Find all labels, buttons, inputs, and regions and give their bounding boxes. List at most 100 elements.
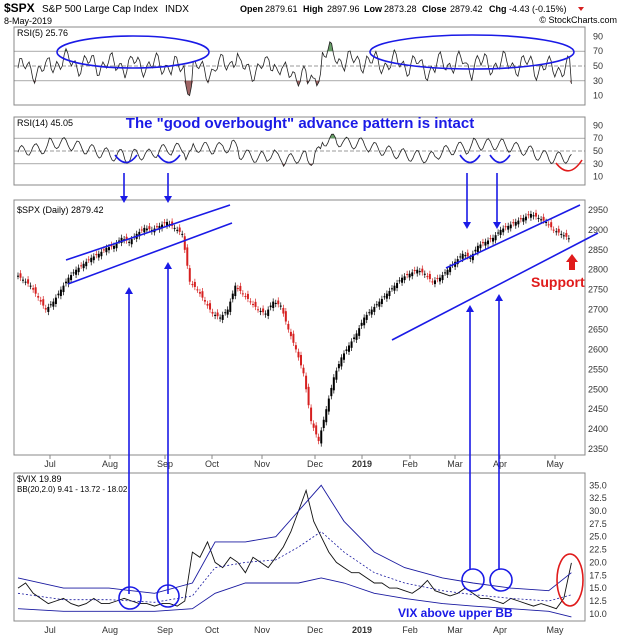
price-candle	[186, 247, 189, 266]
price-candle	[433, 280, 436, 285]
y-tick-label: 17.5	[589, 570, 607, 580]
price-candle	[499, 229, 502, 235]
price-candle	[416, 269, 419, 274]
price-candle	[317, 436, 320, 442]
price-candle	[492, 237, 495, 242]
x-tick-label-vix: Nov	[254, 625, 271, 635]
price-candle	[284, 311, 287, 322]
price-candle	[522, 217, 525, 222]
price-candle	[57, 293, 60, 296]
price-candle	[396, 283, 399, 289]
price-candle	[305, 375, 308, 390]
price-candle	[239, 285, 242, 291]
rsi14-arc-2	[157, 154, 181, 164]
rsi14-label: RSI(14) 45.05	[17, 118, 73, 128]
y-tick-label: 32.5	[589, 493, 607, 503]
price-candle	[176, 229, 179, 231]
header-name: S&P 500 Large Cap Index	[42, 4, 158, 15]
price-candle	[224, 312, 227, 314]
price-candle	[408, 273, 411, 278]
price-candle	[487, 240, 490, 245]
rsi14-arc-red	[555, 159, 583, 172]
spx-channel-left-bottom	[67, 222, 233, 285]
price-candle	[537, 217, 540, 219]
vix-circle-2	[156, 584, 180, 608]
header-close-label: Close	[422, 4, 447, 14]
price-candle	[264, 313, 267, 315]
price-candle	[90, 257, 93, 263]
price-candle	[24, 281, 27, 283]
rsi5-ellipse-left	[56, 35, 210, 69]
price-candle	[287, 323, 290, 330]
price-candle	[545, 221, 548, 223]
price-candle	[143, 227, 146, 233]
price-candle	[335, 370, 338, 380]
price-candle	[229, 301, 232, 312]
support-arrow-icon	[566, 254, 578, 270]
x-tick-label-spx: Aug	[102, 459, 118, 469]
y-tick-label: 2700	[588, 305, 608, 315]
y-tick-label: 70	[593, 46, 603, 56]
price-candle	[155, 226, 158, 228]
price-candle	[80, 265, 83, 267]
price-candle	[464, 255, 467, 257]
price-candle	[365, 314, 368, 320]
header-low-label: Low	[364, 4, 383, 14]
price-candle	[206, 303, 209, 306]
price-candle	[29, 285, 32, 287]
price-candle	[514, 221, 517, 226]
y-tick-label: 30	[593, 159, 603, 169]
price-candle	[401, 277, 404, 283]
price-candle	[542, 216, 545, 221]
price-candle	[529, 213, 532, 218]
x-tick-label-spx: May	[546, 459, 564, 469]
price-candle	[444, 272, 447, 274]
price-candle	[166, 221, 169, 226]
price-candle	[272, 301, 275, 308]
price-candle	[297, 351, 300, 358]
bollinger-band-line	[17, 577, 572, 618]
price-candle	[507, 225, 510, 230]
price-candle	[292, 333, 295, 343]
header-close-value: 2879.42	[450, 4, 483, 14]
spx-label: $SPX (Daily) 2879.42	[17, 205, 104, 215]
price-candle	[358, 328, 361, 336]
price-candle	[469, 257, 472, 259]
rsi-line	[17, 133, 572, 168]
price-candle	[494, 235, 497, 241]
price-candle	[67, 277, 70, 285]
price-candle	[398, 280, 401, 282]
x-tick-label-spx: Oct	[205, 459, 220, 469]
price-candle	[403, 276, 406, 281]
price-candle	[479, 244, 482, 249]
header-chg-value: -4.43 (-0.15%)	[509, 4, 567, 14]
price-candle	[145, 228, 148, 231]
header-low-value: 2873.28	[384, 4, 417, 14]
y-tick-label: 2500	[588, 384, 608, 394]
price-candle	[241, 293, 244, 295]
price-candle	[257, 309, 260, 311]
price-candle	[322, 419, 325, 429]
bollinger-band-line	[17, 484, 572, 594]
price-candle	[59, 289, 62, 297]
price-candle	[254, 301, 257, 307]
price-candle	[474, 249, 477, 252]
price-candle	[390, 288, 393, 290]
header-date: 8-May-2019	[4, 16, 52, 26]
price-candle	[277, 300, 280, 305]
price-candle	[565, 232, 568, 237]
price-candle	[188, 268, 191, 282]
price-candle	[47, 306, 50, 312]
price-candle	[158, 225, 161, 230]
price-candle	[294, 345, 297, 350]
price-candle	[64, 281, 67, 284]
header-source: © StockCharts.com	[539, 15, 617, 25]
price-candle	[388, 290, 391, 297]
y-tick-label: 2800	[588, 265, 608, 275]
price-candle	[524, 216, 527, 221]
y-tick-label: 2750	[588, 285, 608, 295]
y-tick-label: 70	[593, 133, 603, 143]
x-tick-label-vix: 2019	[352, 625, 372, 635]
price-candle	[461, 253, 464, 259]
